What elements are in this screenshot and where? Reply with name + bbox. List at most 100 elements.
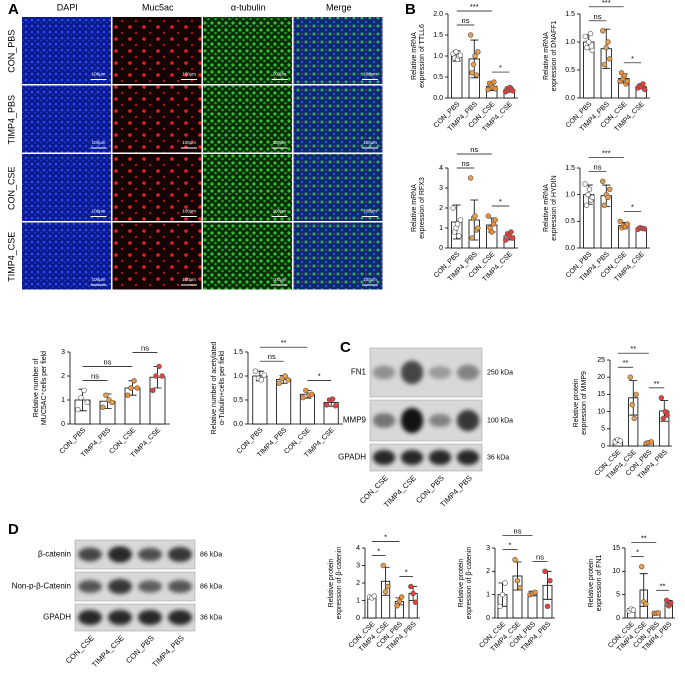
data-point [408,583,414,590]
panel-letter: D [8,521,19,538]
data-point [585,191,591,198]
significance-label: * [631,54,634,63]
data-point [454,221,461,227]
micrograph [203,85,292,153]
data-point [396,598,403,605]
micrograph [22,85,111,153]
data-point [621,72,628,79]
scale-bar-label: 100μm [92,140,106,145]
significance-label: ns [514,527,522,536]
y-tick-label: 3 [439,185,443,192]
size-label: 36 kDa [487,454,509,461]
data-point [285,377,291,383]
y-axis-label: Relative protein [458,559,465,608]
data-point [660,415,666,422]
scale-bar-label: 100μm [273,209,287,214]
bar [252,375,268,425]
data-point [410,590,416,597]
scale-bar-label: 100μm [92,209,106,214]
scale-bar-label: 100μm [363,72,377,77]
significance-label: * [377,546,380,555]
data-point [457,217,464,223]
band [456,364,480,381]
band [456,409,480,432]
y-axis-label: expression of TTLL6 [419,24,426,88]
band-label: GPADH [43,613,71,622]
y-tick-label: 5 [616,592,620,599]
y-axis-label: Relative number of acetylated [211,342,218,435]
y-tick-label: 3 [486,545,490,552]
data-point [450,205,456,211]
y-tick-label: 0.5 [565,67,575,74]
data-point [492,217,498,223]
y-tick-label: 1.5 [565,11,575,18]
column-header: α-tubulin [231,2,266,12]
data-point [603,44,609,51]
scale-bar-label: 100μm [182,277,196,282]
data-point [638,563,645,570]
data-point [512,556,518,563]
y-axis-label: expression of MMP9 [581,371,588,435]
band [168,580,192,593]
y-tick-label: 1.5 [565,165,575,172]
y-tick-label: 25 [597,357,605,364]
y-axis-label: α-Tubulin+cells per field [219,351,226,425]
data-point [472,53,478,59]
y-tick-label: 1.0 [233,373,243,380]
data-point [394,603,400,609]
data-point [134,385,140,391]
data-point [491,79,497,85]
data-point [78,394,84,401]
scale-bar-label: 100μm [182,140,196,145]
y-tick-label: 1 [356,597,360,604]
data-point [542,568,548,575]
data-point [475,49,481,55]
y-axis-label: expression of HYDIN [551,175,558,240]
data-point [485,86,491,93]
data-point [586,186,593,193]
data-point [617,218,623,225]
data-point [601,61,608,68]
significance-label: ns [91,371,99,380]
data-point [627,374,634,380]
y-tick-label: 1 [439,225,443,232]
significance-label: *** [602,0,611,7]
y-tick-label: 2.0 [433,11,443,18]
data-point [607,56,613,62]
column-header: DAPI [57,2,78,12]
data-point [456,233,462,239]
significance-label: * [509,541,512,550]
data-point [617,438,624,444]
micrograph [203,17,292,84]
band-label: Non-p-β-Catenin [12,582,71,591]
data-point [586,39,592,45]
data-point [467,32,474,38]
data-point [457,52,464,58]
band [78,547,102,562]
scale-bar-label: 100μm [92,72,106,77]
data-point [303,387,309,394]
y-tick-label: 0.5 [233,397,243,404]
data-point [663,597,670,603]
y-tick-label: 0 [356,615,360,622]
lane-label: TIMP4_CSE [90,633,126,669]
y-tick-label: 0.0 [233,421,243,428]
data-point [473,72,480,78]
significance-label: ns [462,159,470,168]
data-point [385,583,391,590]
data-point [252,368,259,374]
y-axis-label: Relative number of [33,359,40,418]
micrograph [22,17,111,84]
data-point [81,387,87,394]
band [456,449,480,466]
micrograph [203,154,292,221]
y-axis-label: Relative protein [588,559,595,608]
y-tick-label: 1.5 [233,349,243,356]
band [108,609,132,626]
data-point [510,88,516,94]
lane-label: CON_PBS [124,633,156,665]
data-point [517,584,523,591]
significance-label: ** [630,344,636,353]
scale-bar-label: 100μm [363,277,377,282]
